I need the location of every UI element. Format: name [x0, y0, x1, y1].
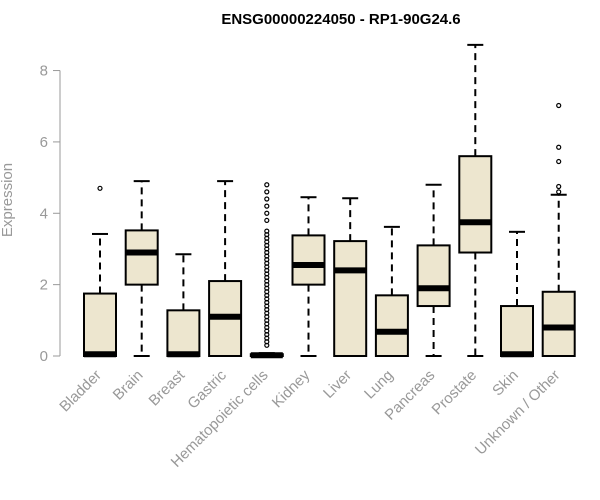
outlier-point: [264, 203, 270, 209]
outlier-point: [556, 189, 562, 195]
outlier-point: [97, 185, 103, 191]
outlier-point: [264, 189, 270, 195]
box-gastric: [208, 180, 243, 357]
outlier-point: [556, 158, 562, 165]
box-breast: [166, 253, 201, 358]
box-kidney: [291, 196, 326, 357]
box-iqr: [333, 240, 368, 357]
box-skin: [500, 230, 534, 358]
x-tick-label: Skin: [489, 367, 522, 400]
y-tick-label: 4: [40, 205, 48, 222]
box-iqr: [291, 234, 326, 286]
x-tick-label: Lung: [361, 367, 397, 403]
x-tick-label: Prostate: [429, 367, 481, 419]
box-iqr: [374, 294, 409, 358]
outlier-point: [264, 228, 270, 234]
box-liver: [333, 197, 368, 357]
y-tick-label: 8: [40, 63, 48, 80]
box-unknown-other: [541, 102, 576, 358]
outlier-point: [264, 217, 270, 224]
box-pancreas: [416, 183, 451, 357]
x-tick-label: Brain: [110, 367, 147, 404]
outlier-point: [556, 183, 562, 190]
outlier-point: [556, 102, 562, 109]
box-brain: [124, 180, 159, 357]
y-axis: 0 2 4 6 8: [40, 63, 61, 365]
box-bladder: [83, 185, 117, 358]
outlier-point: [556, 144, 562, 150]
box-lung: [374, 225, 409, 358]
outlier-point: [264, 196, 270, 202]
chart-title: ENSG00000224050 - RP1-90G24.6: [221, 11, 460, 28]
outlier-point: [264, 210, 270, 216]
box-iqr: [124, 229, 159, 286]
outlier-point: [264, 182, 270, 188]
y-tick-label: 6: [40, 134, 48, 151]
box-iqr: [458, 155, 493, 254]
x-tick-label: Kidney: [269, 366, 314, 411]
box-hematopoietic-cells: [249, 182, 284, 359]
y-axis-label: Expression: [0, 163, 16, 237]
boxes-group: [83, 43, 576, 359]
y-tick-label: 0: [40, 348, 48, 365]
x-tick-label: Breast: [146, 366, 189, 409]
box-prostate: [458, 43, 493, 357]
box-iqr: [416, 244, 451, 308]
y-tick-label: 2: [40, 277, 48, 294]
box-iqr: [166, 309, 201, 357]
x-tick-label: Liver: [320, 367, 355, 402]
box-iqr: [83, 292, 117, 358]
box-iqr: [500, 305, 534, 357]
x-tick-label: Bladder: [56, 367, 105, 416]
box-iqr: [541, 290, 576, 358]
